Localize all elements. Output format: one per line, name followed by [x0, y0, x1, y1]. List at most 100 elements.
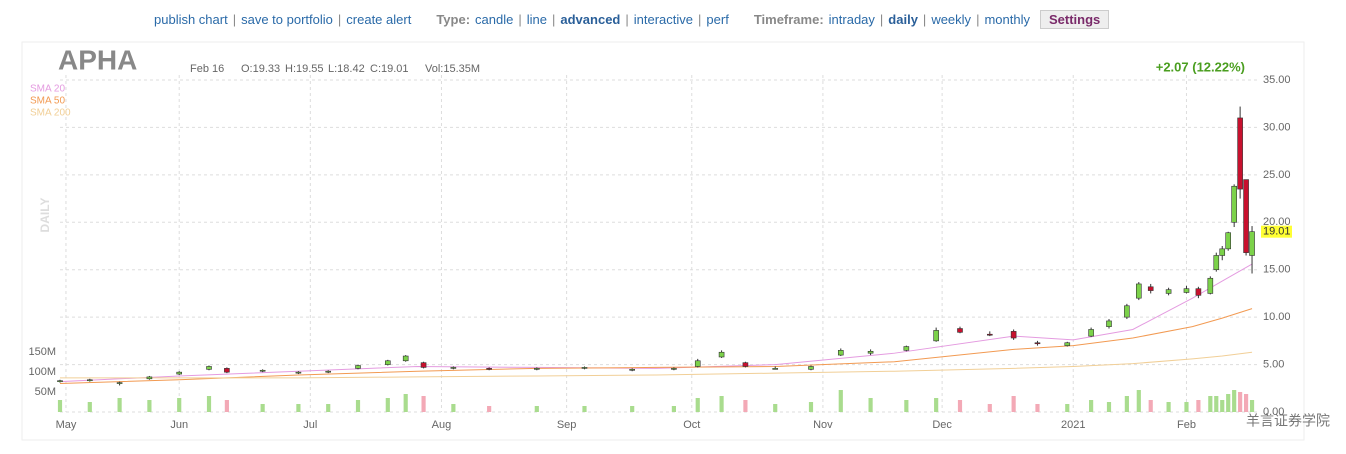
- candle-body: [957, 328, 963, 333]
- volume-bar: [868, 398, 873, 412]
- candle-body: [1135, 283, 1142, 299]
- quote-date: Feb 16: [190, 63, 224, 75]
- candle-body: [867, 350, 874, 354]
- volume-bar: [87, 402, 92, 412]
- link[interactable]: line: [526, 12, 547, 27]
- link[interactable]: intraday: [828, 12, 875, 27]
- candle-body: [837, 350, 844, 356]
- sma-line: [60, 351, 1253, 379]
- volume-bar: [630, 406, 635, 412]
- legend-entry: SMA 200: [30, 108, 71, 119]
- candle-body: [1207, 277, 1214, 294]
- candle-body: [87, 379, 93, 382]
- volume-bar: [743, 400, 748, 412]
- link[interactable]: interactive: [633, 12, 694, 27]
- volume-bar: [451, 404, 456, 412]
- link[interactable]: advanced: [560, 12, 621, 27]
- link[interactable]: monthly: [984, 12, 1030, 27]
- label: Timeframe:: [753, 12, 824, 27]
- volume-bar: [838, 390, 843, 412]
- sma-line: [59, 263, 1253, 383]
- volume-bar: [934, 398, 939, 412]
- volume-bar: [1208, 396, 1213, 412]
- volume-bar: [1196, 400, 1201, 412]
- separator: |: [922, 12, 927, 27]
- link[interactable]: weekly: [931, 12, 972, 27]
- link[interactable]: daily: [888, 12, 918, 27]
- volume-bar: [355, 400, 361, 412]
- sma-line: [59, 308, 1253, 385]
- candle-body: [1225, 232, 1231, 250]
- candle-body: [116, 382, 123, 384]
- candle-body: [1243, 179, 1249, 253]
- candle-body: [671, 368, 677, 370]
- candle-body: [1034, 342, 1041, 345]
- volume-tick-label: 50M: [35, 386, 56, 398]
- separator: |: [232, 12, 237, 27]
- link[interactable]: save to portfolio: [241, 12, 333, 27]
- volume-bar: [1220, 400, 1225, 412]
- candle-body: [1147, 286, 1154, 291]
- candle-body: [295, 371, 302, 374]
- candle-body: [146, 376, 153, 380]
- candle-body: [224, 368, 230, 373]
- x-tick-label: Feb: [1177, 419, 1196, 431]
- candle-body: [1010, 331, 1017, 339]
- volume-bar: [1249, 400, 1255, 412]
- volume-bar: [1124, 396, 1129, 412]
- quote-close: C:19.01: [370, 63, 409, 75]
- link[interactable]: perf: [706, 12, 729, 27]
- separator: |: [976, 12, 980, 27]
- candle-body: [1249, 231, 1255, 256]
- volume-bar: [1166, 402, 1171, 412]
- volume-bar: [487, 406, 492, 412]
- volume-tick-label: 150M: [28, 346, 56, 358]
- watermark: 羊言证券学院: [1246, 413, 1330, 429]
- volume-bar: [1243, 394, 1249, 412]
- candle-body: [1088, 329, 1094, 337]
- chart-frame: [21, 41, 1305, 441]
- candle-body: [1237, 117, 1243, 190]
- volume-bar: [260, 404, 265, 412]
- settings-button[interactable]: Settings: [1039, 10, 1110, 29]
- x-tick-label: Aug: [432, 419, 452, 431]
- volume-bar: [1089, 400, 1094, 412]
- volume-bar: [671, 406, 676, 412]
- change: +2.07 (12.22%): [1156, 59, 1245, 74]
- volume-bar: [1136, 390, 1141, 412]
- x-tick-label: Dec: [932, 419, 952, 431]
- candle-body: [420, 362, 427, 368]
- volume-bar: [1106, 402, 1112, 412]
- volume-bar: [421, 396, 426, 412]
- y-tick-label: 25.00: [1263, 169, 1291, 181]
- candle-body: [259, 369, 266, 372]
- volume-bar: [773, 404, 778, 412]
- link[interactable]: create alert: [346, 12, 412, 27]
- candle-body: [450, 367, 457, 369]
- candle-body: [385, 360, 391, 365]
- legend-entry: SMA 50: [30, 96, 65, 107]
- volume-bar: [177, 398, 182, 412]
- candle-body: [1231, 185, 1237, 223]
- volume-bar: [1226, 394, 1231, 412]
- x-tick-label: Jun: [170, 419, 188, 431]
- volume-bar: [534, 406, 539, 412]
- volume-bar: [1011, 396, 1016, 412]
- separator: |: [879, 12, 884, 27]
- volume-bar: [224, 400, 229, 412]
- volume-bar: [904, 400, 909, 412]
- candle-body: [1213, 255, 1220, 271]
- volume-bar: [1035, 404, 1040, 412]
- quote-low: L:18.42: [328, 63, 365, 75]
- link[interactable]: publish chart: [154, 12, 228, 27]
- link[interactable]: candle: [475, 12, 514, 27]
- y-tick-label: 35.00: [1263, 74, 1291, 86]
- volume-bar: [695, 398, 700, 412]
- candle-body: [534, 368, 540, 370]
- volume-bar: [147, 400, 152, 412]
- candle-body: [808, 366, 814, 370]
- candle-body: [986, 333, 993, 336]
- y-tick-label: 20.00: [1263, 216, 1291, 228]
- candle-body: [581, 367, 588, 369]
